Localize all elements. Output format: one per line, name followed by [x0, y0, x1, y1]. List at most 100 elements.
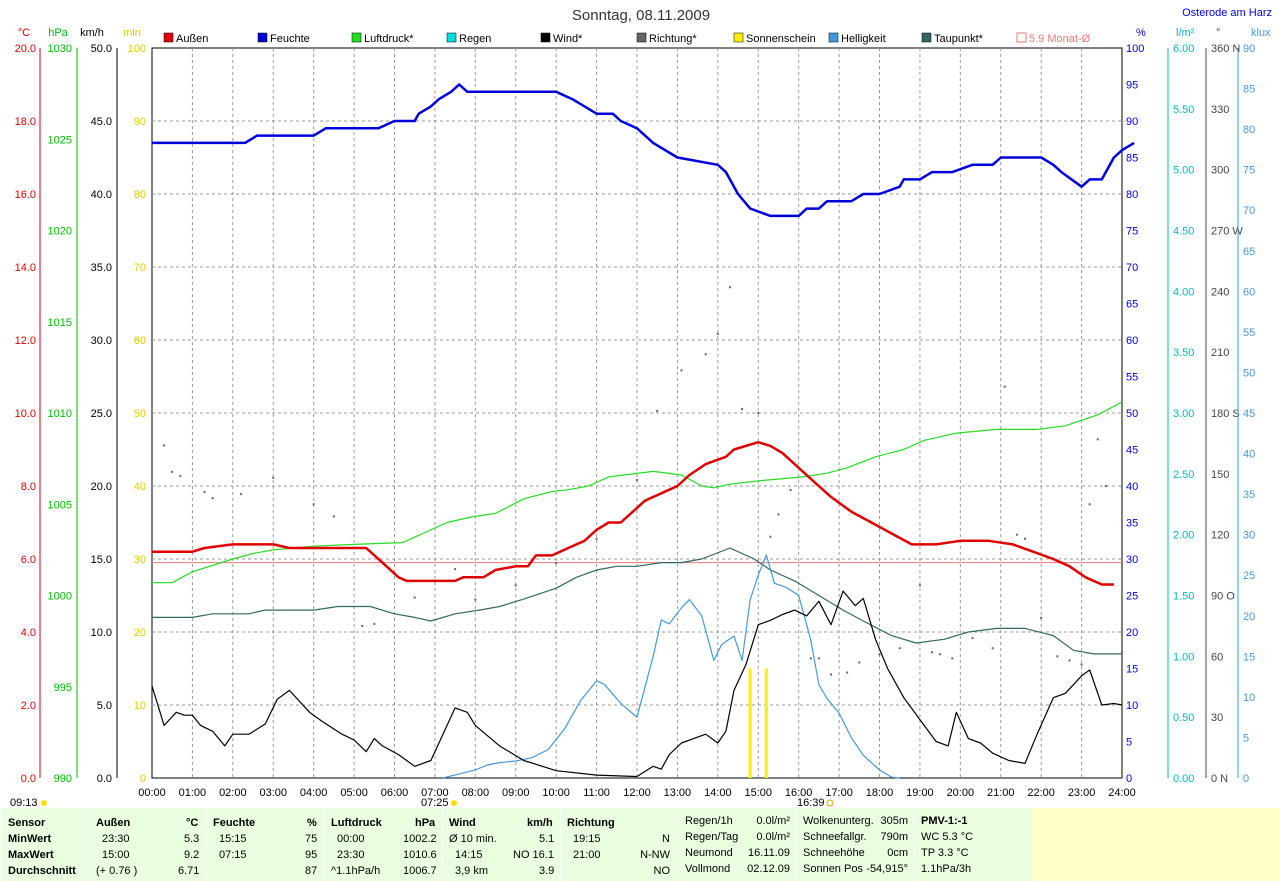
- lux-tick-label: 15: [1243, 651, 1255, 663]
- sunmin-tick-label: 40: [134, 481, 146, 493]
- direction-point: [1096, 438, 1099, 441]
- x-tick-label: 18:00: [866, 787, 894, 799]
- humidity-tick-label: 95: [1126, 80, 1138, 92]
- lux-tick-label: 35: [1243, 489, 1255, 501]
- luftdruck-avg-value: 1006.7: [403, 865, 437, 877]
- series-au-en: [152, 440, 1114, 586]
- x-axis-labels: 00:00 01:00 02:00 03:00 04:00 05:00 06:00 07:00…: [138, 787, 1136, 799]
- schneefall-label: Schneefallgr.: [803, 831, 867, 843]
- humidity-tick-label: 75: [1126, 226, 1138, 238]
- legend-swatch-sonnenschein: [733, 32, 744, 43]
- wind-tick-label: 45.0: [91, 116, 112, 128]
- direction-point: [1104, 485, 1107, 487]
- wind-tick-label: 40.0: [91, 189, 112, 201]
- luftdruck-max-time: 23:30: [337, 849, 365, 861]
- humidity-tick-label: 70: [1126, 262, 1138, 274]
- direction-point: [1015, 533, 1018, 536]
- temp-tick-label: 10.0: [15, 408, 36, 420]
- lux-tick-label: 45: [1243, 408, 1255, 420]
- legend-swatch-regen: [446, 32, 457, 43]
- rain-tick-label: 5.00: [1173, 165, 1194, 177]
- axes: 0.0 2.0 4.0 6.0 8.0 10.0 12.0 14.0 16.0 18.0 20.0 9…: [15, 43, 1256, 785]
- pressure-tick-label: 1015: [48, 317, 72, 329]
- direction-point: [373, 622, 376, 625]
- wind-unit: km/h: [527, 817, 553, 829]
- vollmond-value: 02.12.09: [747, 863, 790, 875]
- regen-tag-value: 0.0l/m²: [756, 831, 790, 843]
- x-tick-label: 10:00: [542, 787, 570, 799]
- lux-tick-label: 25: [1243, 570, 1255, 582]
- lux-tick-label: 50: [1243, 367, 1255, 379]
- summary-aussen: Außen °C 23:30 5.3 15:00 9.2 (+ 0.76 ) 6…: [89, 808, 206, 881]
- sunmin-unit-label: min: [123, 27, 141, 39]
- humidity-tick-label: 50: [1126, 408, 1138, 420]
- direction-point: [769, 535, 772, 538]
- direction-point: [931, 651, 934, 654]
- legend-swatch-richtung: [636, 32, 647, 43]
- wind-tick-label: 0.0: [97, 773, 112, 785]
- direction-point: [918, 584, 921, 587]
- pressure-tick-label: 1030: [48, 43, 72, 55]
- direction-point: [1121, 651, 1123, 654]
- summary-pmv: PMV-1:-1 WC 5.3 °C TP 3.3 °C 1.1hPa/3h: [914, 808, 1032, 881]
- wind-avg-value: 3.9: [539, 865, 555, 877]
- x-tick-label: 05:00: [340, 787, 368, 799]
- direction-point: [757, 412, 760, 414]
- aussen-unit: °C: [186, 817, 199, 829]
- wind-tick-label: 10.0: [91, 627, 112, 639]
- richtung-min-value: N: [662, 833, 670, 845]
- direction-point: [1068, 659, 1071, 662]
- weather-chart: Sonntag, 08.11.2009 Osterode am Harz Auß…: [10, 7, 1272, 808]
- x-tick-label: 12:00: [623, 787, 651, 799]
- sunmin-tick-label: 90: [134, 116, 146, 128]
- pressure-tick-label: 990: [54, 773, 72, 785]
- humidity-unit-label: %: [1136, 27, 1146, 39]
- sunset-icon: [826, 799, 834, 807]
- richtung-header: Richtung: [567, 817, 615, 829]
- direction-point: [846, 671, 849, 674]
- lux-tick-label: 55: [1243, 327, 1255, 339]
- lux-tick-label: 85: [1243, 84, 1255, 96]
- x-tick-label: 21:00: [987, 787, 1015, 799]
- summary-regen: Regen/1h 0.0l/m² Regen/Tag 0.0l/m² Neumo…: [678, 808, 796, 881]
- sunmin-tick-label: 30: [134, 554, 146, 566]
- direction-point: [817, 657, 820, 660]
- direction-point: [514, 584, 517, 587]
- rain-tick-label: 0.00: [1173, 773, 1194, 785]
- temp-tick-label: 2.0: [21, 700, 36, 712]
- direction-tick-label: 120: [1211, 530, 1229, 542]
- direction-point: [741, 407, 744, 410]
- wind-max-value: NO 16.1: [513, 849, 554, 861]
- richtung-min-time: 19:15: [573, 833, 601, 845]
- lux-tick-label: 60: [1243, 286, 1255, 298]
- x-tick-label: 20:00: [947, 787, 975, 799]
- humidity-tick-label: 55: [1126, 372, 1138, 384]
- schneehoehe-label: Schneehöhe: [803, 847, 865, 859]
- feuchte-avg-value: 87: [305, 865, 318, 877]
- temp-tick-label: 6.0: [21, 554, 36, 566]
- humidity-tick-label: 60: [1126, 335, 1138, 347]
- lux-tick-label: 5: [1243, 732, 1249, 744]
- temp-tick-label: 18.0: [15, 116, 36, 128]
- direction-tick-label: 30: [1211, 712, 1223, 724]
- humidity-tick-label: 0: [1126, 773, 1132, 785]
- sunrise-icon: [451, 800, 457, 806]
- direction-point: [203, 491, 206, 494]
- sunmin-tick-label: 80: [134, 189, 146, 201]
- direction-point: [777, 513, 780, 516]
- direction-tick-label: 60: [1211, 651, 1223, 663]
- aussen-max-value: 9.2: [184, 849, 200, 861]
- x-tick-label: 07:00: [421, 787, 449, 799]
- legend-label-feuchte: Feuchte: [270, 33, 310, 45]
- wind-tick-label: 30.0: [91, 335, 112, 347]
- x-tick-label: 22:00: [1027, 787, 1055, 799]
- x-tick-label: 08:00: [462, 787, 490, 799]
- line-helligkeit: [442, 554, 900, 779]
- daylength-label: 09:13: [10, 797, 38, 808]
- line-feuchte: [152, 83, 1135, 218]
- pressure-unit-label: hPa: [48, 27, 68, 39]
- rain-tick-label: 3.00: [1173, 408, 1194, 420]
- direction-point: [898, 647, 901, 650]
- humidity-tick-label: 45: [1126, 445, 1138, 457]
- legend-swatch-monthavg: [1016, 32, 1027, 43]
